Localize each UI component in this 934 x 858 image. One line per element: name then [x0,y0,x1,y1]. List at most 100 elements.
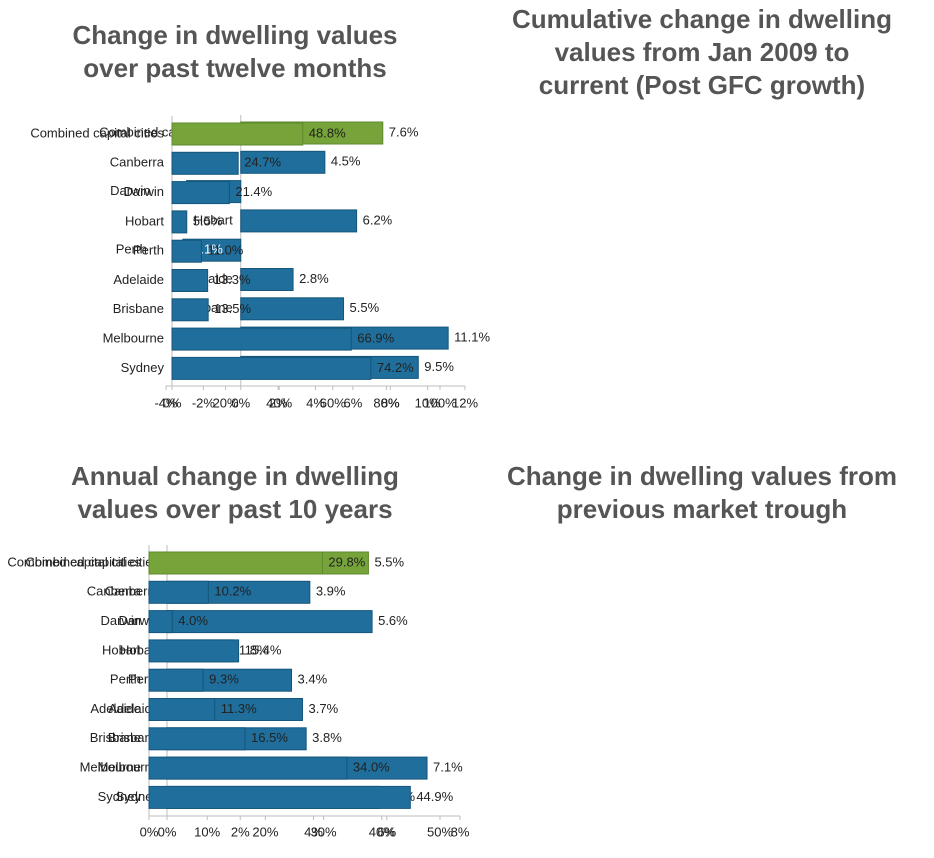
bar [171,356,372,380]
data-label: 48.8% [309,125,346,140]
x-tick-label: 0% [140,824,159,839]
data-label: 5.5% [374,554,404,569]
category-label: Perth [110,672,141,687]
x-tick-label: 20% [252,824,278,839]
category-label: Hobart [194,212,233,227]
category-label: Melbourne [98,760,159,775]
data-label: 5.5% [193,213,223,228]
bar [148,639,240,663]
bar [148,668,204,692]
bar [171,298,209,322]
category-label: Melbourne [80,760,141,775]
data-label: 7.6% [389,124,419,139]
bar [171,239,202,263]
x-tick-label: 30% [311,824,337,839]
chart-title: Change in dwelling values from previous … [506,461,898,524]
category-label: Canberra [87,584,142,599]
x-tick-label: 10% [415,395,441,410]
x-tick-label: 50% [427,824,453,839]
category-label: Hobart [102,642,141,657]
category-label: Melbourne [103,331,164,346]
chart-title: Annual change in dwelling values over pa… [71,461,399,524]
data-label: 74.2% [377,360,414,375]
x-tick-label: 100% [423,395,457,410]
x-tick-label: -4% [154,395,178,410]
bar [171,269,209,292]
category-label: Sydney [121,360,165,375]
data-label: 13.3% [214,272,251,287]
chart-plot: 0% 10% 20% 30% 40% 50% Combined capital cities… [7,545,454,839]
data-label: 15.4% [245,642,282,657]
bar [148,756,348,780]
bar [240,297,345,321]
chart-panel-from-trough: Change in dwelling values from previous … [7,430,934,858]
category-label: Combined capital cities [25,554,159,569]
category-label: Canberra [105,584,160,599]
chart-body: 0% 20% 40% 60% 80% 100%Combined capital citie… [30,116,457,410]
x-tick-label: 0% [163,395,182,410]
category-label: Darwin [101,613,141,628]
data-label: 4.0% [178,613,208,628]
data-label: 6.2% [363,212,393,227]
bar [171,151,239,175]
x-tick-label: -2% [192,395,216,410]
chart-plot: 0% 20% 40% 60% 80% 100%Combined capital citie… [30,116,457,410]
bar-total [148,551,323,575]
category-label: Brisbane [113,301,164,316]
category-label: Brisbane [90,730,141,745]
data-label: 5.6% [378,613,408,628]
category-label: Combined capital cities [7,554,141,569]
data-label: 13.5% [214,301,251,316]
bar [171,327,352,351]
data-label: 4.5% [331,154,361,169]
category-label: Perth [116,242,147,257]
data-label: 11.0% [207,243,243,258]
data-label: 16.5% [251,730,288,745]
x-tick-label: 60% [320,395,346,410]
x-tick-label: 0% [231,395,250,410]
bar [240,268,294,291]
x-tick-label: 10% [194,824,220,839]
category-label: Darwin [124,184,164,199]
data-label: 3.9% [316,584,346,599]
x-tick-label: 4% [306,395,325,410]
category-label: Canberra [110,155,165,170]
x-tick-label: 4% [304,824,323,839]
bar [171,210,188,234]
bar [148,610,173,634]
x-tick-label: 8% [451,824,470,839]
category-label: Perth [133,243,164,258]
chart-panel-post-gfc: Cumulative change in dwelling values fro… [30,0,934,430]
x-tick-label: 2% [231,824,250,839]
bar [240,150,326,174]
data-label: 11.1% [454,330,490,345]
category-label: Darwin [110,183,150,198]
x-tick-label: 2% [269,395,288,410]
bar [171,181,230,205]
category-label: Brisbane [108,730,159,745]
data-label: 9.3% [209,672,239,687]
chart-title: Change in dwelling values over past twel… [72,20,398,83]
category-label: Hobart [125,213,164,228]
data-label: 34.0% [353,760,390,775]
category-label: Sydney [98,789,142,804]
bar [240,209,358,233]
chart-body: 0% 10% 20% 30% 40% 50% Combined capital cities… [7,545,454,839]
bar [148,580,209,604]
data-label: 10.2% [214,584,251,599]
data-label: 3.8% [312,730,342,745]
category-label: Adelaide [90,701,141,716]
x-tick-label: 6% [343,395,362,410]
category-label: Combined capital cities [30,125,164,140]
x-tick-label: 8% [381,395,400,410]
data-label: 21.4% [235,184,272,199]
x-tick-label: 40% [266,395,292,410]
data-label: 9.5% [424,359,454,374]
x-tick-label: 0% [158,824,177,839]
data-label: 5.5% [350,300,380,315]
chart-title: Cumulative change in dwelling values fro… [512,4,892,100]
data-label: 11.3% [221,701,257,716]
category-label: Adelaide [108,701,159,716]
x-tick-label: 12% [452,395,478,410]
bar [148,785,411,809]
